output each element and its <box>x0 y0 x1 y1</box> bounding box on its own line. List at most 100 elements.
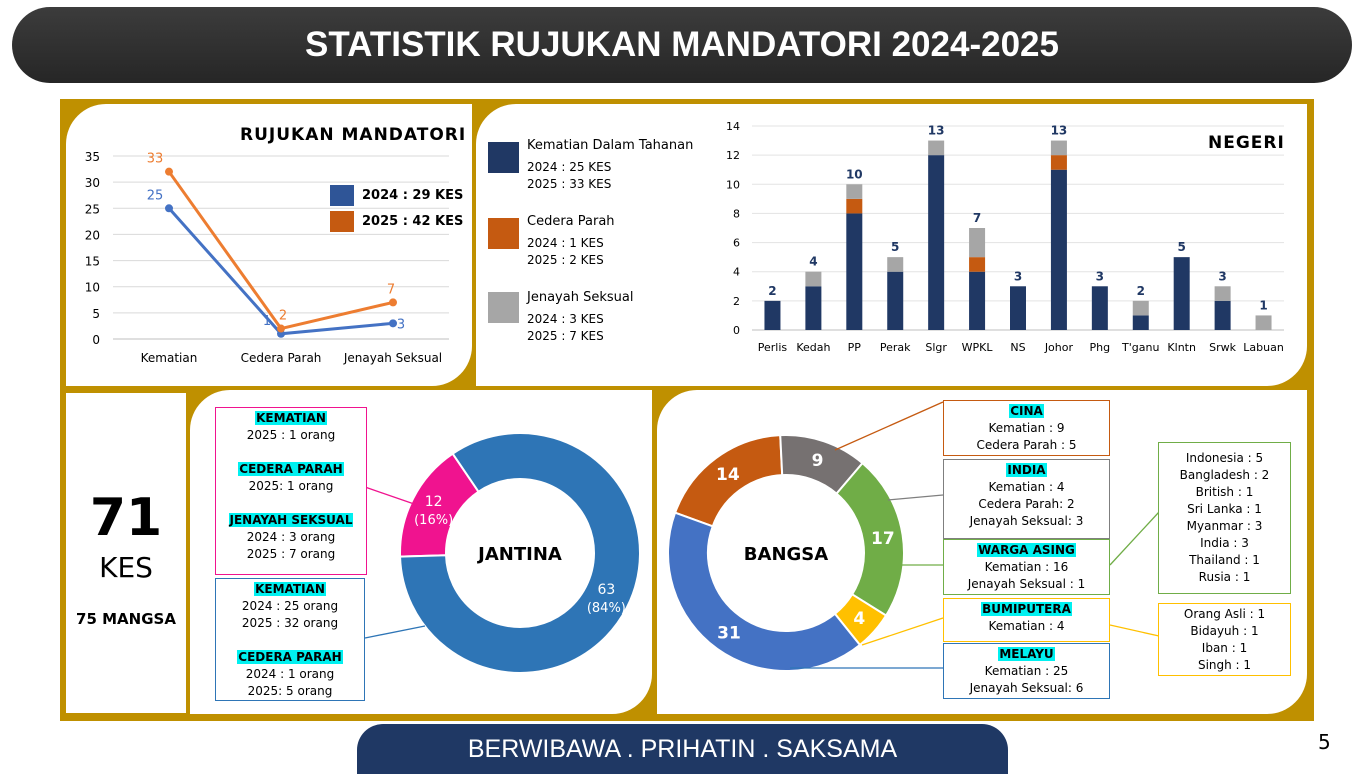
legend-swatch <box>330 185 354 206</box>
bangsa-title: BANGSA <box>744 544 828 565</box>
box-heading: BUMIPUTERA <box>981 602 1072 616</box>
legend-label: Jenayah Seksual <box>527 290 634 305</box>
bangsa-box-bumiputera: BUMIPUTERA Kematian : 4 <box>943 598 1110 642</box>
legend-line: 2025 : 7 KES <box>527 329 604 343</box>
legend-label: Cedera Parah <box>527 214 615 229</box>
x-tick-label: Kedah <box>796 341 830 354</box>
legend-2025: 2025 : 42 KES <box>330 211 463 232</box>
connector-line <box>887 494 944 501</box>
bar-total-label: 7 <box>973 211 981 225</box>
box-heading: CEDERA PARAH <box>237 650 343 664</box>
legend-line: 2025 : 2 KES <box>527 253 604 267</box>
y-tick-label: 12 <box>726 149 740 162</box>
jantina-title: JANTINA <box>476 544 562 565</box>
box-line: 2025: 1 orang <box>248 479 334 493</box>
box-heading: MELAYU <box>998 647 1055 661</box>
x-tick-label: Kematian <box>141 351 198 365</box>
y-tick-label: 20 <box>85 228 100 242</box>
bar-segment <box>846 198 863 214</box>
y-tick-label: 30 <box>85 176 100 190</box>
y-tick-label: 35 <box>85 150 100 164</box>
box-line: Singh : 1 <box>1197 658 1252 672</box>
legend-line: 2025 : 33 KES <box>527 177 612 191</box>
bar-total-label: 3 <box>1218 269 1226 283</box>
box-line: India : 3 <box>1200 536 1249 550</box>
bar-legend: Kematian Dalam Tahanan 2024 : 25 KES 2025 … <box>488 138 693 368</box>
y-tick-label: 6 <box>733 237 740 250</box>
box-line: Iban : 1 <box>1201 641 1248 655</box>
bar-segment <box>1132 315 1149 330</box>
x-tick-label: Phg <box>1090 341 1111 354</box>
box-line: 2025: 5 orang <box>247 684 333 698</box>
box-heading: JENAYAH SEKSUAL <box>228 513 354 527</box>
x-tick-label: WPKL <box>962 341 994 354</box>
x-tick-label: Srwk <box>1209 341 1237 354</box>
x-tick-label: Cedera Parah <box>241 351 322 365</box>
bar-segment <box>1050 169 1067 330</box>
total-cases: 71 <box>89 488 163 548</box>
x-tick-label: Johor <box>1044 341 1074 354</box>
x-tick-label: Slgr <box>925 341 947 354</box>
panel-negeri <box>476 104 1307 386</box>
box-heading: CEDERA PARAH <box>238 462 344 476</box>
box-line: 2024 : 1 orang <box>245 667 335 681</box>
legend-line: 2024 : 1 KES <box>527 236 604 250</box>
bangsa-slice <box>667 511 862 672</box>
data-point <box>389 298 397 307</box>
bar-segment <box>969 271 986 330</box>
box-line: 2024 : 25 orang <box>241 599 339 613</box>
legend-kematian: Kematian Dalam Tahanan 2024 : 25 KES 2025 … <box>488 138 693 216</box>
total-unit: KES <box>99 551 153 584</box>
bar-segment <box>1050 140 1067 156</box>
bar-segment <box>805 271 822 287</box>
bar-segment <box>928 155 945 330</box>
box-line: 2025 : 1 orang <box>246 428 336 442</box>
bar-segment <box>1214 286 1231 301</box>
box-line: 2024 : 3 orang <box>246 530 336 544</box>
box-line: Bangladesh : 2 <box>1179 468 1270 482</box>
victim-count: 75 MANGSA <box>76 610 176 628</box>
box-line: Jenayah Seksual : 1 <box>967 577 1086 591</box>
bar-chart-title: NEGERI <box>1208 133 1285 153</box>
bar-segment <box>805 286 822 330</box>
bangsa-box-cina: CINA Kematian : 9 Cedera Parah : 5 <box>943 400 1110 456</box>
data-label: 33 <box>147 152 164 167</box>
legend-label: 2024 : 29 KES <box>362 188 464 203</box>
bar-total-label: 2 <box>768 284 776 298</box>
bar-segment <box>764 300 781 330</box>
bar-total-label: 3 <box>1014 269 1022 283</box>
bar-segment <box>1255 315 1272 330</box>
bar-total-label: 2 <box>1137 284 1145 298</box>
jantina-slice-pct: (16%) <box>414 513 453 528</box>
legend-2024: 2024 : 29 KES <box>330 185 463 206</box>
bar-segment <box>846 184 863 199</box>
box-heading: CINA <box>1009 404 1044 418</box>
y-tick-label: 4 <box>733 266 740 279</box>
bar-segment <box>887 257 904 272</box>
page-title: STATISTIK RUJUKAN MANDATORI 2024-2025 <box>305 25 1059 64</box>
x-tick-label: Klntn <box>1167 341 1196 354</box>
data-point <box>165 204 173 213</box>
box-line: Kematian : 4 <box>988 480 1065 494</box>
jantina-slice-label: 63 <box>597 582 615 598</box>
connector-line <box>861 617 944 646</box>
bar-total-label: 5 <box>891 240 899 254</box>
box-heading: KEMATIAN <box>254 582 326 596</box>
title-bar: STATISTIK RUJUKAN MANDATORI 2024-2025 <box>12 7 1352 83</box>
box-line: Jenayah Seksual: 6 <box>969 681 1084 695</box>
bar-segment <box>846 213 863 330</box>
box-line: Kematian : 16 <box>984 560 1069 574</box>
y-tick-label: 25 <box>85 202 100 216</box>
bangsa-box-india: INDIA Kematian : 4 Cedera Parah: 2 Jenayah … <box>943 459 1110 539</box>
x-tick-label: NS <box>1010 341 1025 354</box>
data-label: 7 <box>387 282 395 297</box>
bar-segment <box>1091 286 1108 330</box>
box-line: Orang Asli : 1 <box>1183 607 1266 621</box>
jantina-slice <box>399 432 641 674</box>
x-tick-label: Perlis <box>758 341 788 354</box>
bar-total-label: 10 <box>846 167 863 181</box>
legend-label: Kematian Dalam Tahanan <box>527 138 694 153</box>
y-tick-label: 0 <box>92 333 100 347</box>
legend-line: 2024 : 3 KES <box>527 312 604 326</box>
